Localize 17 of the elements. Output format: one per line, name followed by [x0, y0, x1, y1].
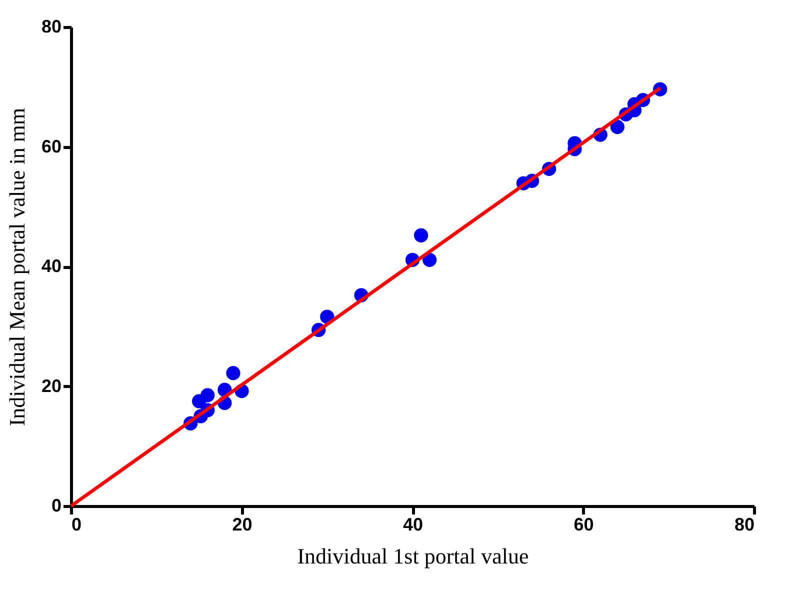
x-tick-label: 80: [734, 514, 754, 534]
y-tick-label: 60: [41, 136, 62, 156]
x-tick-label: 0: [72, 514, 82, 534]
point: [414, 228, 428, 242]
x-axis-title: Individual 1st portal value: [297, 544, 529, 568]
y-axis-title: Individual Mean portal value in mm: [4, 108, 30, 426]
x-tick-label: 40: [402, 514, 424, 534]
point: [610, 120, 624, 134]
x-tick-label: 60: [574, 514, 594, 534]
x-tick-label: 20: [232, 514, 252, 534]
point: [422, 252, 437, 267]
y-tick-label: 40: [41, 256, 62, 276]
y-tick-label: 80: [41, 16, 62, 36]
y-tick-label: 0: [51, 496, 62, 516]
point: [226, 366, 240, 380]
point: [200, 388, 215, 402]
y-tick-label: 20: [41, 376, 62, 396]
